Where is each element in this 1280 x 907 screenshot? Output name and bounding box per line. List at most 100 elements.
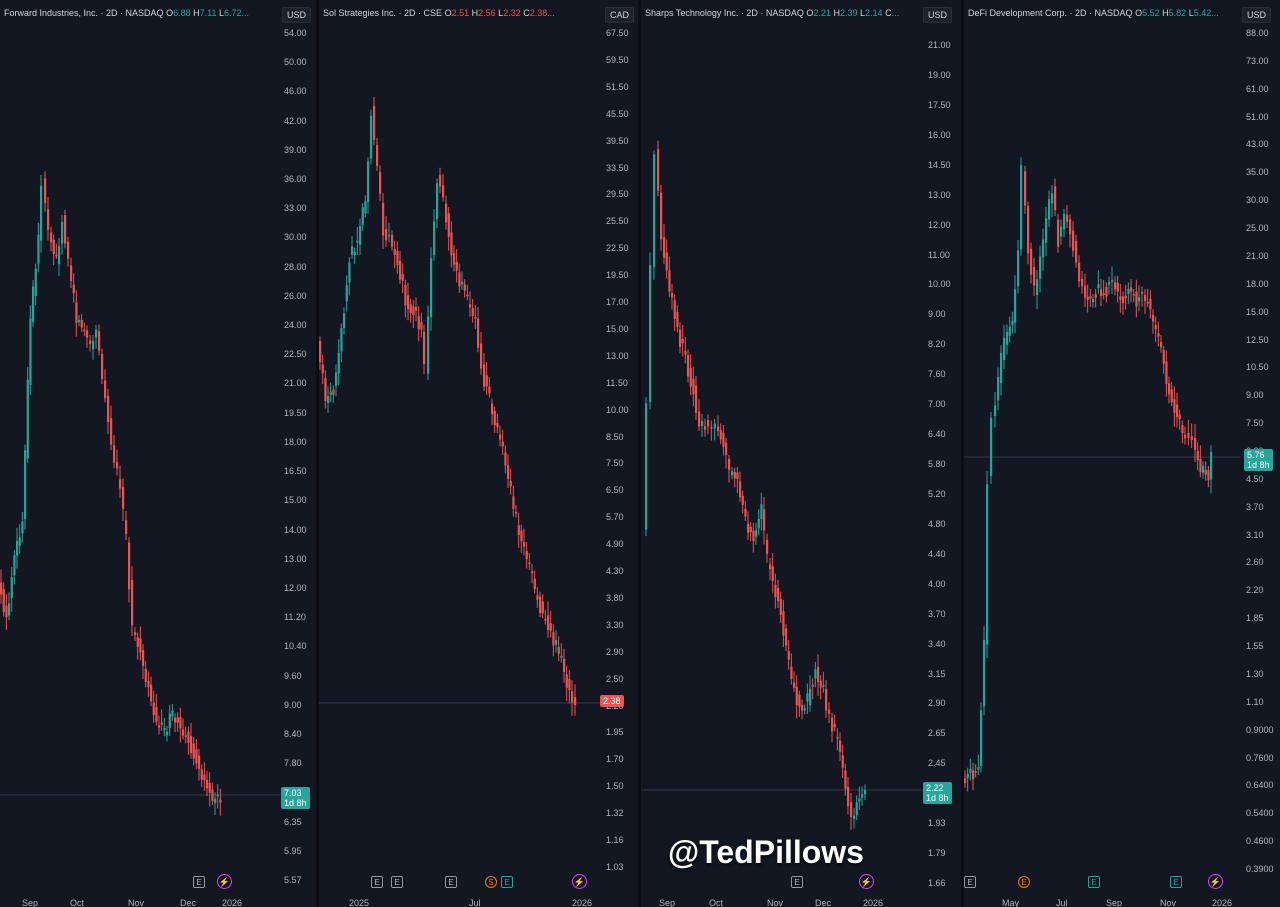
candle-body xyxy=(660,192,663,240)
candle-body xyxy=(430,258,433,318)
currency-button[interactable]: USD xyxy=(923,7,953,23)
price-tick: 12.00 xyxy=(928,219,951,230)
price-tick: 1.55 xyxy=(1246,641,1264,652)
candle-body xyxy=(78,319,81,322)
currency-button[interactable]: USD xyxy=(282,7,312,23)
candle-body xyxy=(131,580,134,626)
price-tick: 11.00 xyxy=(928,249,950,260)
bar-countdown: 1d 8h xyxy=(284,798,307,808)
candle-body xyxy=(977,767,980,770)
currency-button[interactable]: CAD xyxy=(605,7,635,23)
candle-body xyxy=(179,717,182,729)
earnings-event-icon[interactable]: E xyxy=(1170,876,1182,888)
earnings-event-icon[interactable]: E xyxy=(791,876,803,888)
price-tick: 4.80 xyxy=(928,518,946,529)
candle-body xyxy=(206,779,209,789)
earnings-event-icon[interactable]: E xyxy=(501,876,513,888)
candle-body xyxy=(704,426,707,430)
candle-body xyxy=(1063,213,1066,230)
candlestick-plot[interactable] xyxy=(319,0,601,907)
price-tick: 11.50 xyxy=(606,377,628,388)
price-tick: 1.93 xyxy=(928,818,946,829)
price-tick: 1.66 xyxy=(928,878,946,888)
price-tick: 1.30 xyxy=(1246,668,1264,679)
chart-panel-sol[interactable]: Sol Strategies Inc. · 2D · CSE O2.51 H2.… xyxy=(319,0,638,907)
price-tick: 3.70 xyxy=(928,608,946,619)
lightning-icon[interactable]: ⚡ xyxy=(859,874,874,889)
candle-body xyxy=(969,768,972,773)
candle-body xyxy=(190,735,193,754)
bar-countdown: 1d 8h xyxy=(926,793,949,803)
candle-body xyxy=(216,794,219,797)
candle-body xyxy=(409,304,412,314)
lightning-icon[interactable]: ⚡ xyxy=(572,874,587,889)
price-tick: 54.00 xyxy=(284,28,307,38)
candle-body xyxy=(645,403,648,530)
price-tick: 3.70 xyxy=(1246,501,1264,512)
candle-body xyxy=(839,740,842,752)
earnings-event-icon[interactable]: E xyxy=(371,876,383,888)
price-tick: 0.9000 xyxy=(1246,724,1274,735)
candle-body xyxy=(819,680,822,688)
candle-body xyxy=(359,225,362,245)
panel-divider[interactable] xyxy=(638,0,641,907)
price-tick: 25.50 xyxy=(606,216,629,227)
candle-body xyxy=(557,647,560,654)
symbol-title: Sol Strategies Inc. · 2D · CSE xyxy=(323,8,443,18)
chart-panel-dfdv[interactable]: DeFi Development Corp. · 2D · NASDAQ O5.… xyxy=(964,0,1280,907)
earnings-event-icon[interactable]: E xyxy=(964,876,976,888)
price-tick: 1.79 xyxy=(928,848,946,859)
price-tick: 33.50 xyxy=(606,162,629,173)
candle-body xyxy=(966,773,969,779)
candle-body xyxy=(34,268,37,296)
candle-body xyxy=(40,185,43,241)
candlestick-plot[interactable] xyxy=(0,0,280,907)
price-tick: 39.50 xyxy=(606,135,629,146)
ohlc-l: L2.14 xyxy=(860,8,883,18)
earnings-event-icon[interactable]: E xyxy=(193,876,205,888)
price-tick: 10.50 xyxy=(1246,362,1269,373)
candle-body xyxy=(803,708,806,711)
candle-body xyxy=(1069,219,1072,235)
candle-body xyxy=(1173,399,1176,414)
candle-body xyxy=(72,284,75,294)
candle-body xyxy=(144,668,147,683)
symbol-title: DeFi Development Corp. · 2D · NASDAQ xyxy=(968,8,1133,18)
price-tick: 7.80 xyxy=(284,758,302,769)
candle-body xyxy=(755,530,758,537)
candle-body xyxy=(701,420,704,427)
chart-panel-fwdi[interactable]: Forward Industries, Inc. · 2D · NASDAQ O… xyxy=(0,0,316,907)
earnings-event-icon[interactable]: E xyxy=(391,876,403,888)
panel-divider[interactable] xyxy=(316,0,319,907)
lightning-icon[interactable]: ⚡ xyxy=(217,874,232,889)
earnings-event-icon[interactable]: E xyxy=(445,876,457,888)
candle-body xyxy=(319,341,322,363)
candle-body xyxy=(139,638,142,653)
chart-panel-stss[interactable]: Sharps Technology Inc. · 2D · NASDAQ O2.… xyxy=(641,0,961,907)
candle-body xyxy=(1207,470,1210,481)
candle-body xyxy=(208,782,211,793)
price-tick: 51.50 xyxy=(606,81,629,92)
split-event-icon[interactable]: S xyxy=(485,876,497,888)
price-tick: 10.00 xyxy=(928,279,951,290)
panel-divider[interactable] xyxy=(961,0,964,907)
earnings-event-icon[interactable]: E xyxy=(1018,876,1030,888)
currency-button[interactable]: USD xyxy=(1242,7,1272,23)
candle-body xyxy=(774,584,777,597)
candle-body xyxy=(653,154,656,268)
symbol-title: Forward Industries, Inc. · 2D · NASDAQ xyxy=(4,8,164,18)
candle-body xyxy=(86,330,89,338)
earnings-event-icon[interactable]: E xyxy=(1088,876,1100,888)
candlestick-plot[interactable] xyxy=(641,0,923,907)
symbol-title: Sharps Technology Inc. · 2D · NASDAQ xyxy=(645,8,804,18)
candle-body xyxy=(353,251,356,256)
candle-body xyxy=(8,603,11,616)
candlestick-plot[interactable] xyxy=(964,0,1240,907)
price-tick: 73.00 xyxy=(1246,55,1269,66)
symbol-legend: Forward Industries, Inc. · 2D · NASDAQ O… xyxy=(4,8,249,18)
lightning-icon[interactable]: ⚡ xyxy=(1208,874,1223,889)
candle-body xyxy=(541,601,544,614)
candle-body xyxy=(44,178,47,203)
price-tick: 10.00 xyxy=(606,404,629,415)
candle-body xyxy=(736,472,739,480)
